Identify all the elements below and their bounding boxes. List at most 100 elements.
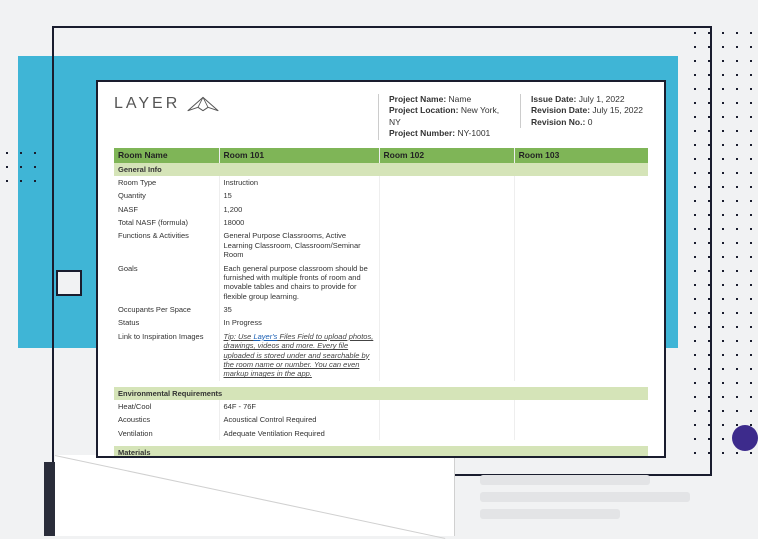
table-row: Link to Inspiration ImagesTip: Use Layer…	[114, 330, 648, 381]
row-value	[379, 176, 514, 189]
meta-value: Name	[449, 94, 472, 104]
row-label: NASF	[114, 203, 219, 216]
section-title: Materials	[114, 446, 648, 458]
logo: LAYER	[114, 94, 364, 114]
row-label: Heat/Cool	[114, 400, 219, 413]
table-header-row: Room NameRoom 101Room 102Room 103	[114, 148, 648, 163]
decor-stripe	[480, 492, 690, 502]
row-value	[379, 427, 514, 440]
table-row: VentilationAdequate Ventilation Required	[114, 427, 648, 440]
row-value	[379, 303, 514, 316]
row-value	[514, 176, 648, 189]
meta-value: 0	[588, 117, 593, 127]
row-value	[379, 400, 514, 413]
row-value	[379, 216, 514, 229]
spec-sheet: LAYER Project Name: Name Project Locatio…	[96, 80, 666, 458]
decor-purple-dot	[732, 425, 758, 451]
row-label: Functions & Activities	[114, 229, 219, 261]
row-value	[379, 316, 514, 329]
meta-label: Project Name:	[389, 94, 446, 104]
row-value	[514, 262, 648, 304]
decor-stripe	[480, 509, 620, 519]
meta-value: July 15, 2022	[592, 105, 643, 115]
table-row: Functions & ActivitiesGeneral Purpose Cl…	[114, 229, 648, 261]
row-value	[514, 189, 648, 202]
row-label: Room Type	[114, 176, 219, 189]
meta-value: NY-1001	[458, 128, 491, 138]
decor-dots-left	[0, 146, 38, 192]
meta-label: Revision No.:	[531, 117, 585, 127]
row-label: Goals	[114, 262, 219, 304]
row-value: 35	[219, 303, 379, 316]
row-value: 18000	[219, 216, 379, 229]
row-value: 1,200	[219, 203, 379, 216]
row-label: Quantity	[114, 189, 219, 202]
table-section-row: Environmental Requirements	[114, 387, 648, 400]
row-value: Each general purpose classroom should be…	[219, 262, 379, 304]
table-row: Room TypeInstruction	[114, 176, 648, 189]
row-label: Occupants Per Space	[114, 303, 219, 316]
revision-meta: Issue Date: July 1, 2022 Revision Date: …	[520, 94, 648, 128]
sheet-header: LAYER Project Name: Name Project Locatio…	[114, 94, 648, 148]
row-value	[514, 400, 648, 413]
table-header-cell: Room 101	[219, 148, 379, 163]
row-value	[514, 203, 648, 216]
decor-white-panel	[55, 455, 455, 536]
tip-link[interactable]: Layer's	[253, 332, 277, 341]
row-value: Acoustical Control Required	[219, 413, 379, 426]
table-row: AcousticsAcoustical Control Required	[114, 413, 648, 426]
row-value: Tip: Use Layer's Files Field to upload p…	[219, 330, 379, 381]
row-label: Ventilation	[114, 427, 219, 440]
row-value	[514, 216, 648, 229]
decor-dots-right	[688, 26, 758, 466]
decor-small-box	[56, 270, 82, 296]
paper-plane-icon	[186, 94, 220, 114]
row-label: Acoustics	[114, 413, 219, 426]
table-row: Heat/Cool64F - 76F	[114, 400, 648, 413]
row-value	[514, 413, 648, 426]
row-value	[379, 203, 514, 216]
table-header-cell: Room 102	[379, 148, 514, 163]
row-value	[379, 330, 514, 381]
meta-label: Project Location:	[389, 105, 458, 115]
row-value	[514, 427, 648, 440]
row-value: In Progress	[219, 316, 379, 329]
table-row: NASF1,200	[114, 203, 648, 216]
row-value	[379, 189, 514, 202]
meta-value: July 1, 2022	[579, 94, 625, 104]
project-meta: Project Name: Name Project Location: New…	[378, 94, 506, 140]
row-value	[514, 316, 648, 329]
section-title: General Info	[114, 163, 648, 176]
row-value: Adequate Ventilation Required	[219, 427, 379, 440]
row-value: 15	[219, 189, 379, 202]
table-row: Quantity15	[114, 189, 648, 202]
row-value: 64F - 76F	[219, 400, 379, 413]
row-value	[514, 229, 648, 261]
row-value	[514, 330, 648, 381]
table-row: GoalsEach general purpose classroom shou…	[114, 262, 648, 304]
section-title: Environmental Requirements	[114, 387, 648, 400]
row-value: General Purpose Classrooms, Active Learn…	[219, 229, 379, 261]
logo-text: LAYER	[114, 95, 180, 113]
row-label: Status	[114, 316, 219, 329]
meta-label: Project Number:	[389, 128, 455, 138]
table-row: Occupants Per Space35	[114, 303, 648, 316]
decor-stripe	[480, 475, 650, 485]
row-label: Link to Inspiration Images	[114, 330, 219, 381]
table-row: Total NASF (formula)18000	[114, 216, 648, 229]
row-value	[379, 229, 514, 261]
row-value	[379, 262, 514, 304]
row-value: Instruction	[219, 176, 379, 189]
table-section-row: Materials	[114, 446, 648, 458]
table-row: StatusIn Progress	[114, 316, 648, 329]
row-value	[379, 413, 514, 426]
tip-text: Tip: Use Layer's Files Field to upload p…	[224, 332, 374, 379]
meta-label: Revision Date:	[531, 105, 590, 115]
spec-table: Room NameRoom 101Room 102Room 103General…	[114, 148, 648, 458]
row-label: Total NASF (formula)	[114, 216, 219, 229]
table-header-cell: Room Name	[114, 148, 219, 163]
meta-label: Issue Date:	[531, 94, 576, 104]
table-section-row: General Info	[114, 163, 648, 176]
table-header-cell: Room 103	[514, 148, 648, 163]
row-value	[514, 303, 648, 316]
